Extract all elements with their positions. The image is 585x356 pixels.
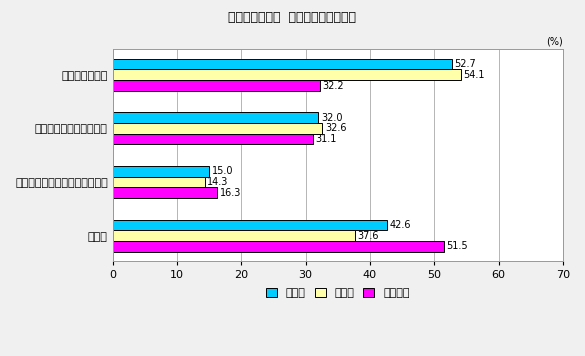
Text: 42.6: 42.6	[389, 220, 411, 230]
Bar	[112, 166, 209, 177]
Bar	[112, 220, 387, 230]
Text: 32.2: 32.2	[322, 80, 344, 90]
Text: 37.6: 37.6	[357, 231, 378, 241]
Text: 54.1: 54.1	[463, 70, 485, 80]
Text: 14.3: 14.3	[207, 177, 229, 187]
Text: 16.3: 16.3	[220, 188, 242, 198]
Text: 32.6: 32.6	[325, 124, 346, 134]
Bar	[112, 123, 322, 134]
Legend: 全産業, 製造業, 非製造業: 全産業, 製造業, 非製造業	[261, 283, 414, 303]
Text: 52.7: 52.7	[454, 59, 476, 69]
Bar	[112, 241, 444, 252]
Text: (%): (%)	[546, 37, 563, 47]
Bar	[112, 134, 313, 145]
Text: 32.0: 32.0	[321, 113, 343, 123]
Text: 31.1: 31.1	[315, 134, 336, 144]
Text: 15.0: 15.0	[212, 166, 233, 176]
Bar	[112, 187, 218, 198]
Bar	[112, 112, 318, 123]
Bar	[112, 80, 320, 91]
Text: 第２－５－５図  調達先の見直し方法: 第２－５－５図 調達先の見直し方法	[229, 11, 356, 24]
Bar	[112, 59, 452, 69]
Bar	[112, 177, 205, 187]
Bar	[112, 230, 355, 241]
Bar	[112, 69, 460, 80]
Text: 51.5: 51.5	[446, 241, 468, 251]
